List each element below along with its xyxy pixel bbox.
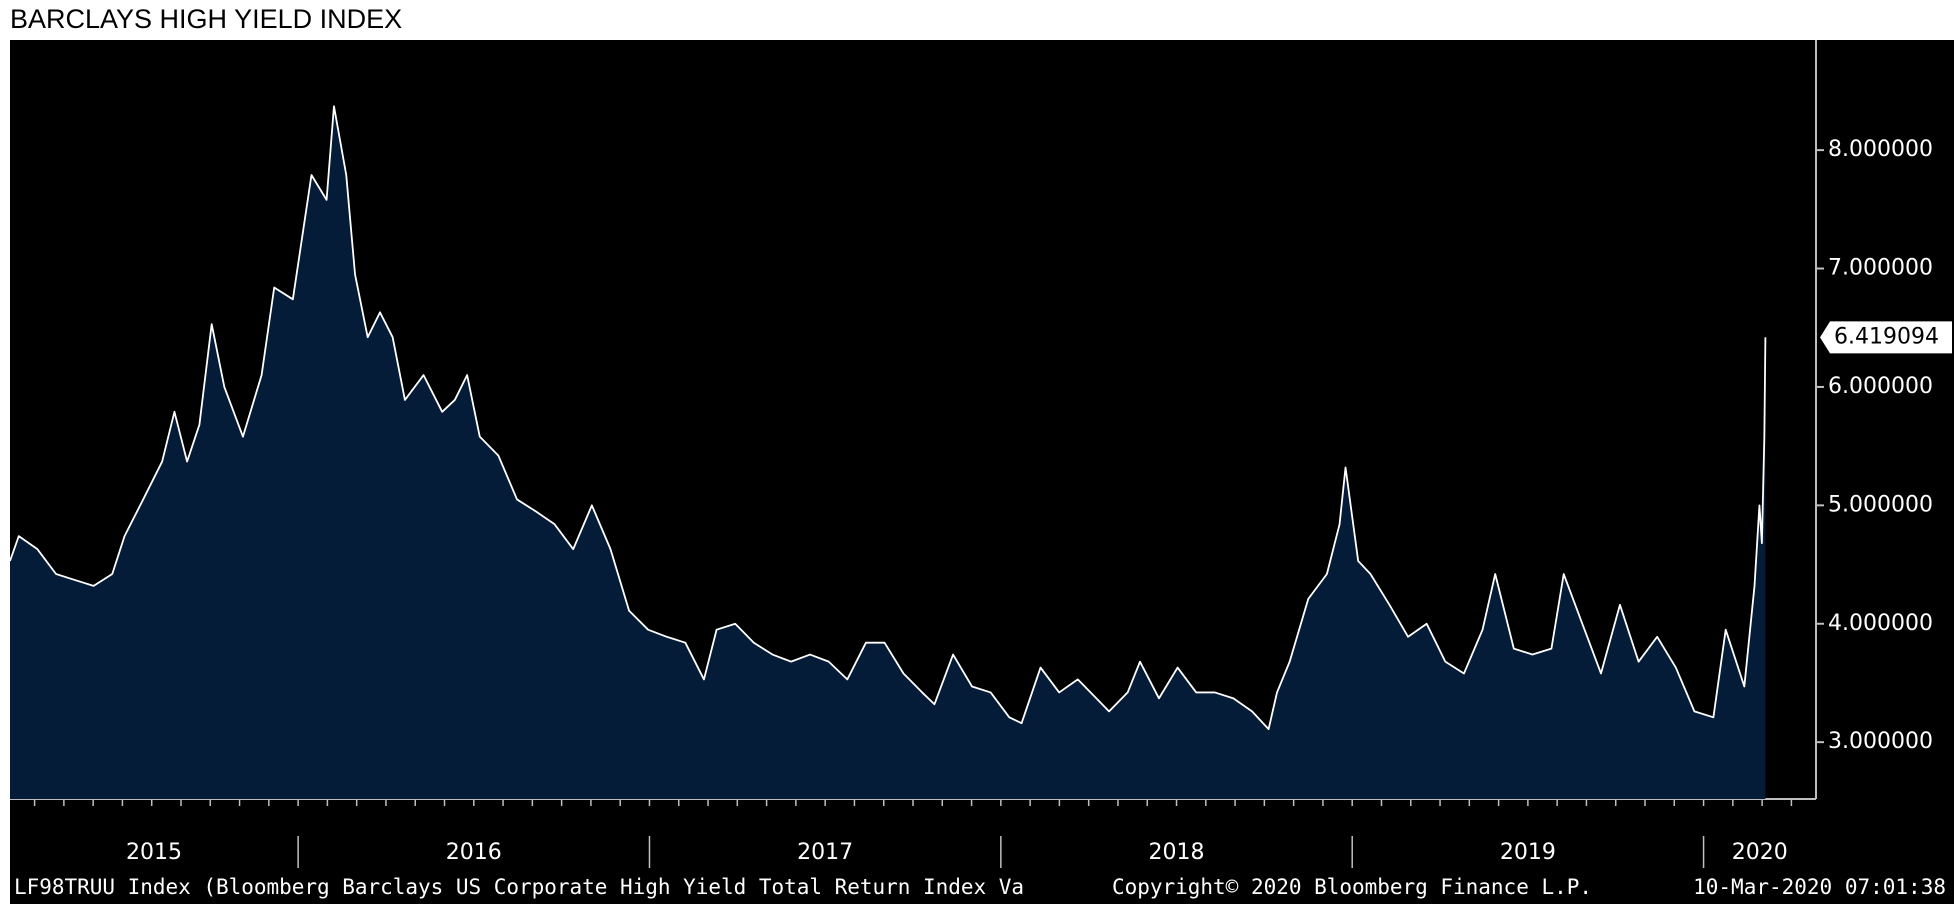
y-tick-label: 4.000000 [1828,611,1933,636]
line [9,105,1767,731]
y-tick-label: 6.000000 [1828,374,1933,399]
x-tick-label: 2019 [1500,840,1556,865]
copyright-note: Copyright© 2020 Bloomberg Finance L.P. [1112,875,1592,899]
timestamp: 10-Mar-2020 07:01:38 [1693,875,1946,899]
y-tick-label: 8.000000 [1828,137,1933,162]
x-tick-label: 2020 [1732,840,1788,865]
last-value-label: 6.419094 [1834,324,1939,349]
y-tick-label: 3.000000 [1828,729,1933,754]
x-tick-label: 2015 [126,840,182,865]
source-note: LF98TRUU Index (Bloomberg Barclays US Co… [14,875,1024,899]
chart-title: BARCLAYS HIGH YIELD INDEX [10,4,402,34]
last-value-box [1820,321,1952,354]
y-tick-label: 7.000000 [1828,256,1933,281]
x-tick-label: 2016 [446,840,502,865]
area-fill [10,106,1766,799]
x-tick-label: 2018 [1149,840,1205,865]
x-tick-label: 2017 [797,840,853,865]
y-tick-label: 5.000000 [1828,492,1933,517]
